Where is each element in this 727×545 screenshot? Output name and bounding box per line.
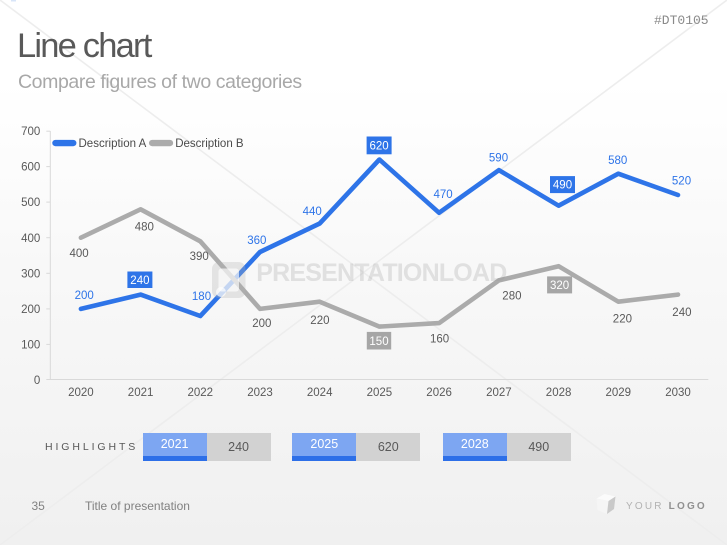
svg-text:2021: 2021 [128, 387, 154, 399]
svg-text:200: 200 [252, 318, 271, 330]
svg-text:240: 240 [672, 307, 691, 319]
svg-text:360: 360 [247, 235, 266, 247]
svg-text:220: 220 [310, 315, 329, 327]
svg-text:480: 480 [135, 222, 154, 234]
svg-text:160: 160 [430, 334, 449, 346]
svg-text:2023: 2023 [247, 387, 273, 399]
svg-text:200: 200 [75, 290, 94, 302]
svg-text:390: 390 [190, 251, 209, 263]
svg-text:2022: 2022 [188, 387, 214, 399]
svg-text:590: 590 [489, 152, 508, 164]
svg-text:470: 470 [434, 189, 453, 201]
svg-text:240: 240 [130, 275, 149, 287]
svg-text:PRESENTATIONLOAD: PRESENTATIONLOAD [256, 259, 506, 287]
svg-text:Description A: Description A [79, 138, 147, 150]
svg-text:620: 620 [370, 141, 389, 153]
svg-text:0: 0 [34, 375, 40, 387]
svg-text:2026: 2026 [426, 387, 452, 399]
svg-text:2020: 2020 [68, 387, 94, 399]
svg-text:2027: 2027 [486, 387, 512, 399]
svg-text:2028: 2028 [546, 387, 572, 399]
svg-text:520: 520 [672, 175, 691, 187]
svg-text:490: 490 [553, 180, 572, 192]
svg-text:440: 440 [303, 206, 322, 218]
svg-text:2030: 2030 [665, 387, 691, 399]
svg-text:2029: 2029 [606, 387, 632, 399]
svg-text:500: 500 [21, 197, 40, 209]
svg-text:200: 200 [21, 304, 40, 316]
svg-text:280: 280 [502, 291, 521, 303]
svg-text:2025: 2025 [367, 387, 393, 399]
svg-text:220: 220 [613, 313, 632, 325]
svg-text:180: 180 [192, 291, 211, 303]
svg-text:700: 700 [21, 126, 40, 138]
svg-text:2024: 2024 [307, 387, 333, 399]
svg-text:150: 150 [369, 336, 388, 348]
svg-text:580: 580 [608, 155, 627, 167]
svg-text:400: 400 [21, 233, 40, 245]
svg-text:300: 300 [21, 268, 40, 280]
svg-text:400: 400 [70, 248, 89, 260]
svg-text:Description B: Description B [175, 138, 244, 150]
svg-text:100: 100 [21, 340, 40, 352]
svg-text:320: 320 [550, 280, 569, 292]
svg-text:600: 600 [21, 162, 40, 174]
